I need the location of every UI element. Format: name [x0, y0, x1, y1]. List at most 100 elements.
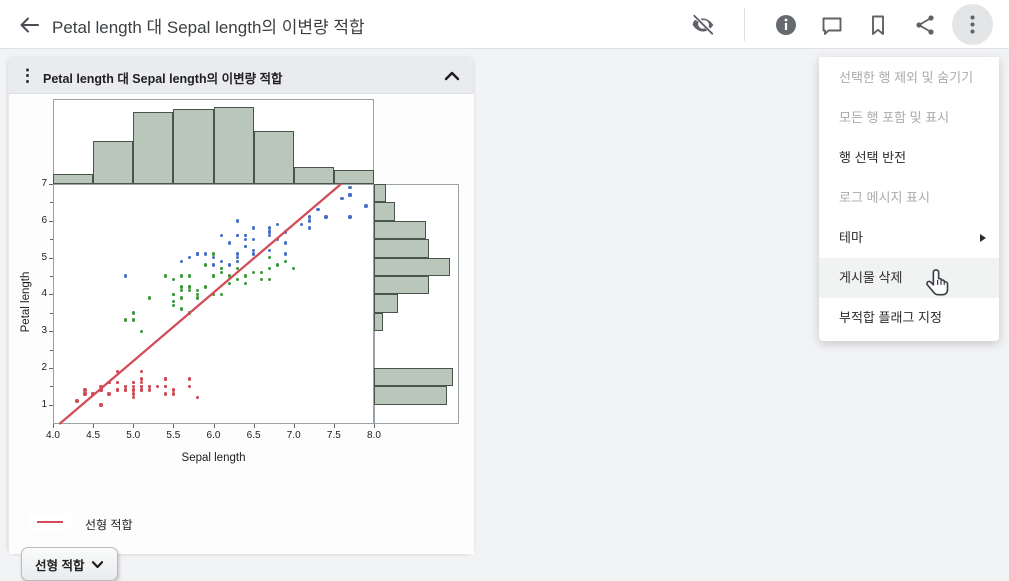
scatter-point[interactable]	[203, 252, 208, 256]
scatter-point[interactable]	[107, 392, 111, 396]
x-tick	[93, 424, 95, 428]
top-histogram-bar[interactable]	[93, 140, 134, 184]
scatter-point[interactable]	[227, 274, 232, 278]
scatter-point[interactable]	[243, 274, 248, 278]
more-vertical-button[interactable]	[952, 4, 993, 45]
top-histogram-bar[interactable]	[53, 174, 94, 184]
y-tick-label: 6	[41, 214, 47, 226]
menu-item-invert-row-selection[interactable]: 행 선택 반전	[839, 150, 907, 165]
scatter-point[interactable]	[251, 252, 256, 256]
fit-dropdown-button[interactable]: 선형 적합	[21, 547, 119, 581]
scatter-point[interactable]	[187, 311, 192, 315]
y-tick	[49, 184, 53, 185]
scatter-point[interactable]	[139, 329, 143, 333]
scatter-point[interactable]	[91, 392, 95, 396]
comment-icon[interactable]	[819, 12, 845, 38]
scatter-point[interactable]	[211, 274, 216, 278]
scatter-point[interactable]	[324, 215, 328, 219]
right-histogram-bar[interactable]	[374, 368, 453, 387]
info-icon[interactable]	[773, 12, 799, 38]
scatter-point[interactable]	[227, 263, 232, 267]
scatter-point[interactable]	[83, 392, 87, 396]
back-button[interactable]	[16, 12, 42, 38]
top-histogram-bar[interactable]	[333, 169, 374, 184]
top-histogram-bar[interactable]	[173, 109, 214, 184]
scatter-point[interactable]	[284, 230, 288, 234]
scatter-point[interactable]	[147, 388, 151, 392]
bookmark-icon[interactable]	[865, 12, 891, 38]
scatter-point[interactable]	[171, 392, 176, 396]
right-histogram-bar[interactable]	[374, 294, 399, 313]
scatter-point[interactable]	[139, 384, 143, 389]
x-tick-label: 7.5	[326, 430, 341, 441]
scatter-point[interactable]	[99, 388, 103, 392]
scatter-point[interactable]	[163, 274, 168, 278]
top-histogram-bar[interactable]	[293, 167, 334, 184]
scatter-point[interactable]	[203, 285, 208, 289]
scatter-point[interactable]	[179, 274, 184, 278]
scatter-point[interactable]	[179, 307, 184, 311]
scatter-point[interactable]	[235, 219, 240, 223]
visibility-off-icon[interactable]	[690, 12, 716, 38]
scatter-point[interactable]	[364, 204, 368, 208]
scatter-point[interactable]	[187, 274, 192, 278]
scatter-point[interactable]	[179, 296, 184, 300]
scatter-point[interactable]	[348, 193, 352, 197]
right-histogram-bar[interactable]	[374, 220, 426, 240]
report-card: ⋮ Petal length 대 Sepal length의 이변량 적합 선형…	[8, 57, 474, 581]
collapse-button[interactable]	[442, 66, 462, 86]
scatter-point[interactable]	[179, 259, 184, 263]
share-icon[interactable]	[912, 12, 938, 38]
scatter-point[interactable]	[123, 274, 127, 278]
scatter-point[interactable]	[348, 215, 352, 219]
scatter-point[interactable]	[179, 285, 184, 289]
scatter-point[interactable]	[163, 392, 168, 396]
scatter-point[interactable]	[203, 263, 208, 267]
right-histogram-bar[interactable]	[374, 239, 429, 258]
right-histogram-bar[interactable]	[374, 386, 447, 405]
report-menu-icon[interactable]: ⋮	[19, 66, 36, 85]
right-histogram-bar[interactable]	[374, 202, 396, 221]
scatter-point[interactable]	[348, 185, 352, 190]
right-histogram-bar[interactable]	[374, 276, 429, 295]
scatter-point[interactable]	[147, 296, 151, 300]
y-tick-label: 4	[41, 288, 47, 300]
scatter-point[interactable]	[211, 263, 216, 267]
scatter-point[interactable]	[187, 377, 192, 381]
x-tick	[293, 424, 295, 428]
scatter-point[interactable]	[131, 388, 135, 392]
scatter-point[interactable]	[139, 388, 143, 392]
scatter-point[interactable]	[195, 296, 200, 300]
scatter-point[interactable]	[115, 388, 119, 392]
scatter-point[interactable]	[147, 384, 151, 389]
scatter-point[interactable]	[131, 311, 135, 315]
scatter-point[interactable]	[131, 392, 135, 396]
menu-item-show-log-messages[interactable]: 로그 메시지 표시	[839, 190, 930, 205]
right-histogram-bar[interactable]	[374, 312, 384, 332]
top-histogram-bar[interactable]	[253, 131, 294, 184]
scatter-point[interactable]	[131, 318, 135, 322]
submenu-arrow-icon	[980, 234, 986, 242]
scatter-point[interactable]	[123, 388, 127, 392]
right-histogram-bar[interactable]	[374, 184, 387, 203]
top-histogram-bar[interactable]	[213, 107, 254, 184]
scatter-point[interactable]	[123, 318, 127, 322]
menu-item-delete-post[interactable]: 게시물 삭제	[819, 258, 999, 298]
top-histogram-bar[interactable]	[133, 111, 174, 184]
menu-item-flag-inappropriate[interactable]: 부적합 플래그 지정	[839, 310, 942, 325]
scatter-point[interactable]	[227, 241, 232, 245]
chevron-up-icon	[444, 71, 460, 81]
scatter-point[interactable]	[131, 395, 135, 400]
toolbar-divider	[744, 8, 745, 41]
menu-item-theme[interactable]: 테마	[819, 218, 999, 258]
menu-item-exclude-hide-selected[interactable]: 선택한 행 제외 및 숨기기	[839, 70, 974, 85]
scatter-point[interactable]	[340, 197, 344, 201]
menu-item-include-show-all[interactable]: 모든 행 포함 및 표시	[839, 110, 950, 125]
scatter-point[interactable]	[195, 252, 200, 256]
scatter-point[interactable]	[163, 377, 168, 381]
x-tick-label: 5.5	[166, 430, 181, 441]
scatter-point[interactable]	[99, 403, 103, 407]
right-histogram-bar[interactable]	[374, 257, 450, 276]
scatter-point[interactable]	[75, 399, 79, 403]
scatter-point[interactable]	[267, 230, 272, 234]
